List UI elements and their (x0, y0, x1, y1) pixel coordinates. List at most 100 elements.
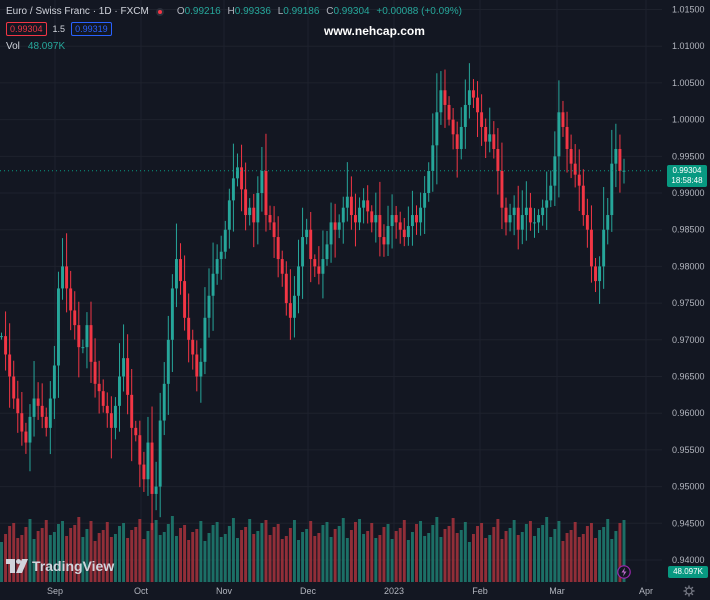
volume-bar (358, 519, 362, 582)
volume-bar (423, 536, 427, 582)
open-value: 0.99216 (184, 6, 221, 17)
volume-bar (4, 534, 8, 582)
volume-bar (492, 527, 496, 582)
candle-body (183, 281, 187, 318)
volume-bar (410, 532, 414, 582)
time-tick-label: Dec (300, 586, 317, 596)
volume-bar (537, 528, 541, 582)
candle-body (378, 215, 382, 238)
candle-body (89, 325, 93, 362)
candle-body (118, 376, 121, 406)
candle-body (301, 237, 305, 267)
volume-bar (44, 520, 48, 582)
volume-bar (382, 527, 386, 582)
volume-bar (333, 529, 337, 582)
lightning-bolt-icon[interactable] (617, 565, 631, 579)
candle-body (297, 266, 300, 296)
candle-body (606, 215, 610, 230)
volume-bar (313, 536, 317, 582)
volume-bar (56, 524, 60, 582)
candle-body (415, 215, 418, 223)
candle-body (423, 193, 427, 208)
candle-body (284, 273, 288, 304)
volume-bar (451, 518, 455, 582)
volume-bar (500, 539, 504, 582)
bar-countdown: 18:58:48 (671, 175, 703, 185)
candle-body (44, 416, 48, 428)
volume-bar (288, 528, 292, 582)
volume-bar (447, 526, 451, 582)
candle-body (207, 295, 211, 318)
candle-body (215, 259, 219, 274)
candle-body (264, 171, 268, 216)
candle-body (211, 273, 215, 296)
volume-bar (398, 528, 402, 582)
volume-bar (292, 520, 296, 582)
candle-body (187, 317, 191, 340)
volume-bar (390, 539, 394, 582)
candle-body (321, 259, 325, 274)
candle-body (545, 200, 549, 208)
candle-body (248, 207, 252, 216)
price-axis[interactable]: 1.01500 1.01000 1.00500 1.00000 0.99500 0.990… (672, 5, 705, 565)
volume-bar (354, 522, 357, 582)
candle-body (402, 229, 406, 238)
candle-body (48, 398, 52, 428)
candle-body (333, 222, 337, 230)
volume-bar (12, 523, 16, 582)
volume-label[interactable]: Vol (6, 41, 20, 52)
candle-body (191, 339, 195, 355)
candle-body (240, 167, 244, 190)
time-tick-label: Nov (216, 586, 233, 596)
candle-body (598, 266, 602, 282)
volume-value: 48.097K (27, 41, 66, 52)
candle-body (565, 126, 569, 149)
candle-body (476, 97, 479, 113)
volume-bar (524, 524, 528, 582)
buy-price-button[interactable]: 0.99319 (71, 22, 112, 36)
candle-body (419, 207, 423, 223)
symbol-title[interactable]: Euro / Swiss Franc · 1D · FXCM (6, 6, 149, 17)
candle-body (260, 171, 264, 194)
volume-bar (321, 525, 325, 582)
candle-body (52, 365, 56, 399)
candle-body (382, 237, 386, 245)
candle-body (480, 112, 484, 127)
volume-bar (394, 531, 398, 582)
candle-body (594, 266, 597, 282)
time-tick-label: Apr (639, 586, 653, 596)
gear-icon[interactable] (683, 585, 695, 597)
volume-bar (219, 537, 223, 582)
tradingview-brand[interactable]: TradingView (6, 558, 114, 574)
candle-body (272, 222, 276, 238)
volume-bar (309, 521, 313, 582)
time-axis[interactable]: Sep Oct Nov Dec 2023 Feb Mar Apr (47, 586, 653, 596)
volume-bar (488, 535, 492, 582)
volume-bar (533, 536, 536, 582)
price-tick-label: 1.00500 (672, 78, 705, 88)
volume-bar (187, 540, 191, 582)
volume-bar (602, 527, 606, 582)
candle-body (244, 189, 248, 216)
candle-body (154, 486, 158, 494)
candle-body (561, 112, 565, 127)
volume-bar (610, 539, 614, 582)
sell-price-button[interactable]: 0.99304 (6, 22, 47, 36)
candle-body (471, 90, 475, 98)
volume-bar (545, 517, 549, 582)
time-tick-label: 2023 (384, 586, 404, 596)
candle-body (549, 185, 553, 201)
volume-bar (203, 541, 207, 582)
market-status-icon[interactable] (155, 7, 169, 17)
volume-bar (28, 519, 32, 582)
candle-body (0, 336, 3, 338)
close-label: C (326, 6, 334, 17)
candle-body (309, 229, 313, 260)
volume-bar (227, 526, 231, 582)
watermark-text: www.nehcap.com (324, 24, 425, 38)
volume-bar (130, 530, 134, 582)
volume-bar (166, 524, 170, 582)
